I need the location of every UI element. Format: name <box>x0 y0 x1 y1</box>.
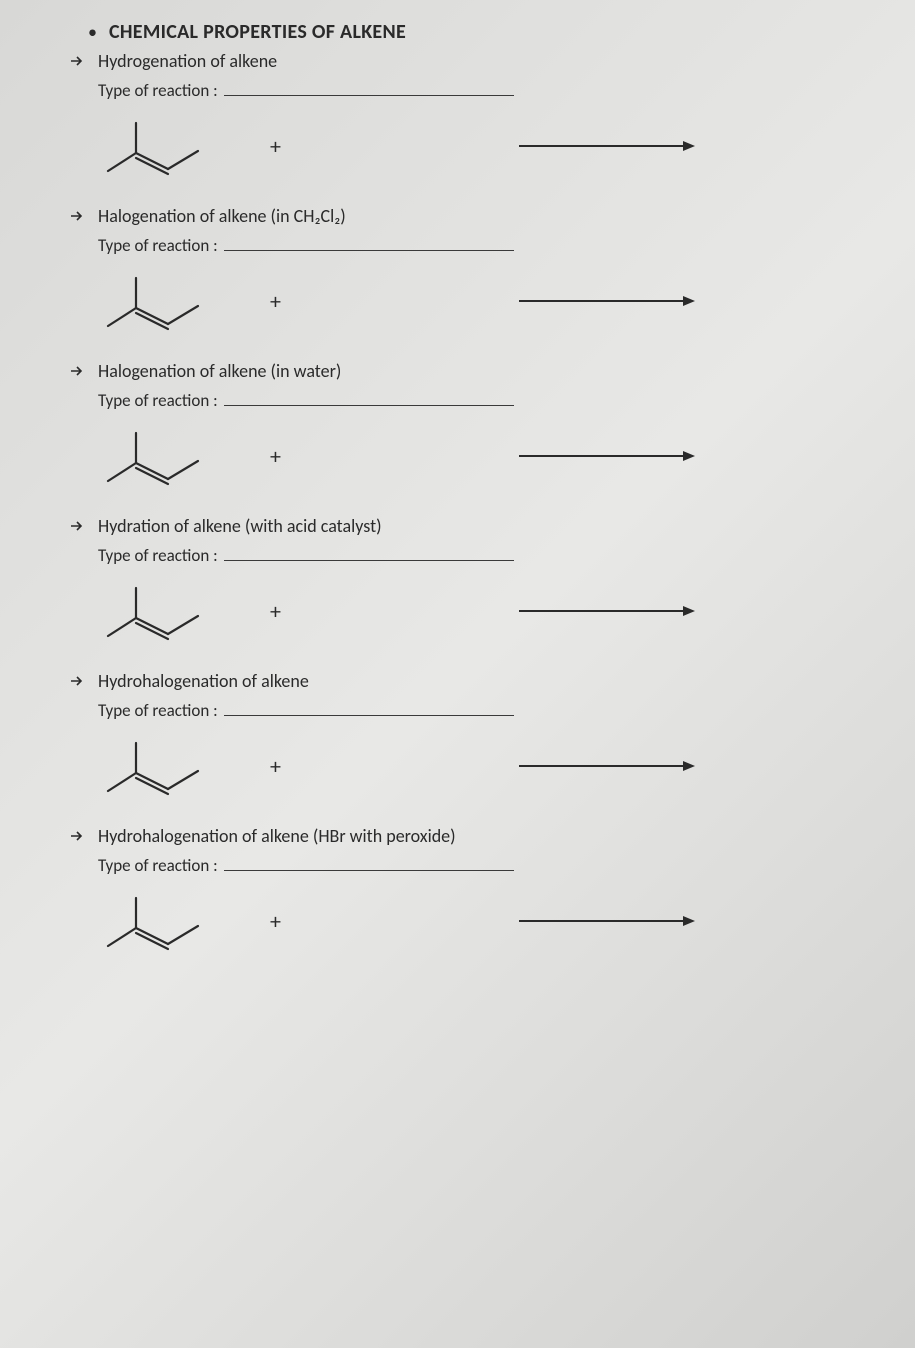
reaction-arrow-icon <box>515 601 695 621</box>
plus-sign: + <box>270 288 281 315</box>
reaction-arrow-icon <box>515 136 695 156</box>
section-halogenation-water: Halogenation of alkene (in water) Type o… <box>70 360 875 491</box>
alkene-structure-icon <box>98 266 228 336</box>
chevron-right-icon <box>70 518 88 537</box>
alkene-structure-icon <box>98 731 228 801</box>
blank-fill-line[interactable] <box>224 547 514 561</box>
type-of-reaction-row: Type of reaction : <box>98 855 875 876</box>
reaction-scheme: + <box>98 576 875 646</box>
section-title: Hydration of alkene (with acid catalyst) <box>98 515 382 537</box>
alkene-structure-icon <box>98 111 228 181</box>
section-hydrohalogenation-peroxide: Hydrohalogenation of alkene (HBr with pe… <box>70 825 875 956</box>
plus-sign: + <box>270 908 281 935</box>
reaction-scheme: + <box>98 266 875 336</box>
bullet-dot-icon: • <box>88 23 97 41</box>
type-label: Type of reaction : <box>98 700 218 721</box>
blank-fill-line[interactable] <box>224 857 514 871</box>
plus-sign: + <box>270 133 281 160</box>
blank-fill-line[interactable] <box>224 392 514 406</box>
section-hydrogenation: Hydrogenation of alkene Type of reaction… <box>70 50 875 181</box>
section-title: Halogenation of alkene (in CH₂Cl₂) <box>98 205 346 227</box>
reaction-arrow-icon <box>515 446 695 466</box>
alkene-structure-icon <box>98 421 228 491</box>
type-label: Type of reaction : <box>98 545 218 566</box>
type-label: Type of reaction : <box>98 235 218 256</box>
plus-sign: + <box>270 443 281 470</box>
section-hydration: Hydration of alkene (with acid catalyst)… <box>70 515 875 646</box>
blank-fill-line[interactable] <box>224 82 514 96</box>
blank-fill-line[interactable] <box>224 702 514 716</box>
plus-sign: + <box>270 753 281 780</box>
chevron-right-icon <box>70 828 88 847</box>
reaction-scheme: + <box>98 421 875 491</box>
header-row: • CHEMICAL PROPERTIES OF ALKENE <box>88 20 875 44</box>
type-label: Type of reaction : <box>98 855 218 876</box>
type-of-reaction-row: Type of reaction : <box>98 545 875 566</box>
reaction-arrow-icon <box>515 756 695 776</box>
blank-fill-line[interactable] <box>224 237 514 251</box>
section-title: Hydrogenation of alkene <box>98 50 277 72</box>
type-label: Type of reaction : <box>98 80 218 101</box>
type-of-reaction-row: Type of reaction : <box>98 390 875 411</box>
reaction-scheme: + <box>98 731 875 801</box>
section-hydrohalogenation: Hydrohalogenation of alkene Type of reac… <box>70 670 875 801</box>
section-title: Halogenation of alkene (in water) <box>98 360 341 382</box>
type-of-reaction-row: Type of reaction : <box>98 80 875 101</box>
section-halogenation-ch2cl2: Halogenation of alkene (in CH₂Cl₂) Type … <box>70 205 875 336</box>
chevron-right-icon <box>70 673 88 692</box>
reaction-arrow-icon <box>515 291 695 311</box>
chevron-right-icon <box>70 363 88 382</box>
reaction-arrow-icon <box>515 911 695 931</box>
section-title: Hydrohalogenation of alkene (HBr with pe… <box>98 825 456 847</box>
alkene-structure-icon <box>98 886 228 956</box>
type-of-reaction-row: Type of reaction : <box>98 700 875 721</box>
chevron-right-icon <box>70 208 88 227</box>
alkene-structure-icon <box>98 576 228 646</box>
reaction-scheme: + <box>98 111 875 181</box>
chevron-right-icon <box>70 53 88 72</box>
plus-sign: + <box>270 598 281 625</box>
type-label: Type of reaction : <box>98 390 218 411</box>
type-of-reaction-row: Type of reaction : <box>98 235 875 256</box>
page-title: CHEMICAL PROPERTIES OF ALKENE <box>109 20 406 44</box>
section-title: Hydrohalogenation of alkene <box>98 670 309 692</box>
reaction-scheme: + <box>98 886 875 956</box>
